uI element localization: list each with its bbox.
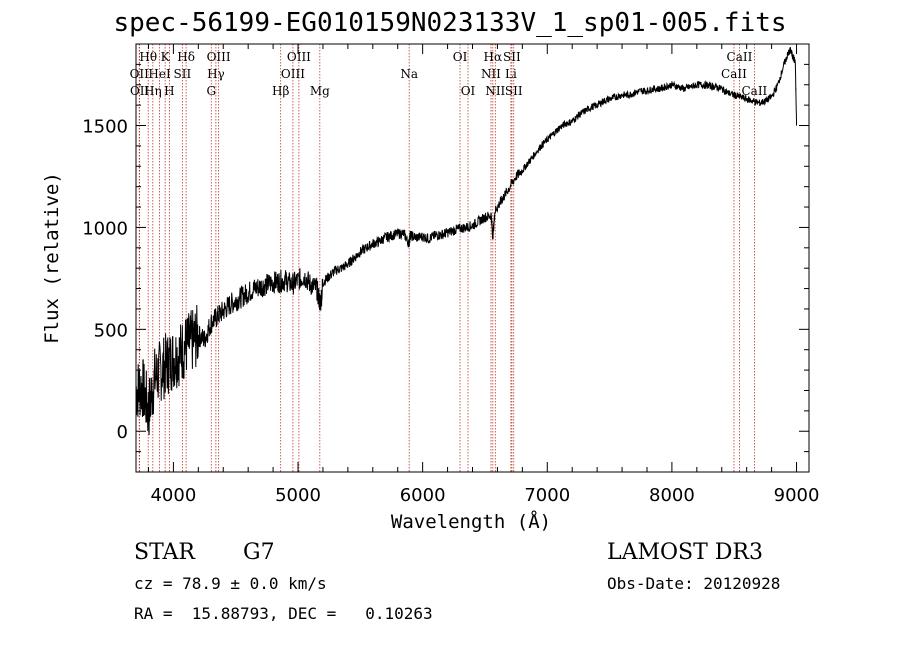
line-label: CaII [741, 84, 767, 98]
line-label: Mg [310, 84, 330, 98]
line-label: H [164, 84, 174, 98]
survey-name: LAMOST DR3 [607, 540, 763, 565]
y-axis: 0 500 1000 1500 [82, 63, 809, 473]
obs-date: Obs-Date: 20120928 [607, 574, 781, 593]
y-tick-label: 500 [94, 320, 128, 341]
line-labels: OIIOIIHθHηHeIKHSIIHδGHγOIIIHβOIIIOIIIMgN… [130, 50, 768, 98]
x-axis: 4000 5000 6000 7000 8000 9000 [147, 44, 820, 506]
x-tick-label: 6000 [400, 485, 446, 506]
line-label: OI [453, 50, 468, 64]
object-class: STAR [134, 540, 195, 565]
object-subclass: G7 [243, 540, 275, 565]
line-label: NII [485, 84, 505, 98]
line-label: Hθ [139, 50, 157, 64]
x-axis-label: Wavelength (Å) [391, 510, 551, 533]
line-label: Hδ [177, 50, 195, 64]
spectrum-series [135, 46, 797, 436]
line-label: CaII [727, 50, 753, 64]
x-tick-label: 4000 [150, 485, 196, 506]
line-label: SII [503, 50, 521, 64]
line-label: K [161, 50, 171, 64]
line-label: OIII [287, 50, 311, 64]
line-label: Hα [484, 50, 503, 64]
line-label: OIII [207, 50, 231, 64]
line-label: SII [505, 84, 523, 98]
y-tick-label: 1500 [82, 117, 128, 138]
line-label: Na [400, 67, 418, 81]
line-label: OI [461, 84, 476, 98]
x-tick-label: 7000 [524, 485, 570, 506]
x-tick-label: 8000 [649, 485, 695, 506]
plot-frame [135, 43, 810, 473]
coordinates: RA = 15.88793, DEC = 0.10263 [134, 604, 433, 623]
redshift-text: cz = 78.9 ± 0.0 km/s [134, 574, 327, 593]
line-label: HeI [148, 67, 171, 81]
line-label: NII [481, 67, 501, 81]
line-label: CaII [721, 67, 747, 81]
line-label: OII [130, 84, 150, 98]
x-tick-label: 5000 [275, 485, 321, 506]
line-label: SII [174, 67, 192, 81]
y-tick-label: 0 [117, 422, 128, 443]
line-markers [138, 44, 755, 472]
y-tick-label: 1000 [82, 218, 128, 239]
x-tick-label: 9000 [774, 485, 820, 506]
chart-title: spec-56199-EG010159N023133V_1_sp01-005.f… [113, 8, 787, 38]
y-axis-label: Flux (relative) [41, 172, 63, 344]
line-label: OII [130, 67, 150, 81]
line-label: Hγ [207, 67, 225, 81]
line-label: G [206, 84, 216, 98]
line-label: Hβ [272, 84, 289, 98]
line-label: OIII [281, 67, 305, 81]
line-label: Hη [144, 84, 162, 98]
line-label: Li [505, 67, 517, 81]
